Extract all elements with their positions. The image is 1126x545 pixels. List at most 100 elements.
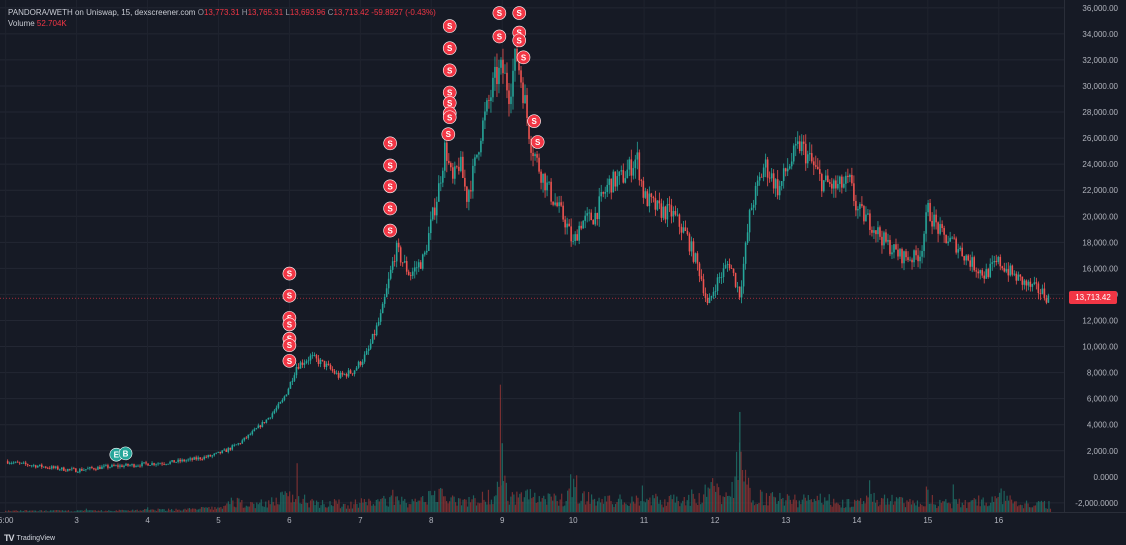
- candle-body: [498, 67, 500, 85]
- volume-bar: [387, 506, 389, 512]
- sell-marker[interactable]: S: [442, 110, 457, 125]
- volume-bar: [635, 495, 638, 512]
- volume-bar: [350, 501, 352, 512]
- candle-body: [421, 254, 424, 269]
- chart-legend: PANDORA/WETH on Uniswap, 15, dexscreener…: [8, 7, 436, 29]
- candle-body: [522, 82, 524, 104]
- sell-marker[interactable]: S: [383, 136, 397, 151]
- candle-body: [435, 201, 438, 216]
- volume-bar: [229, 504, 231, 512]
- x-tick-label: 4: [145, 516, 150, 525]
- volume-bar: [828, 494, 830, 512]
- candle-body: [516, 48, 518, 61]
- sell-marker[interactable]: S: [282, 288, 297, 303]
- candle-body: [871, 229, 873, 233]
- candle-body: [576, 234, 578, 241]
- volume-bar: [217, 507, 219, 512]
- volume-bar: [12, 510, 14, 512]
- candle-body: [137, 465, 139, 467]
- sell-marker[interactable]: S: [492, 6, 507, 20]
- candle-body: [798, 141, 801, 152]
- candle-body: [26, 464, 29, 466]
- sell-marker[interactable]: S: [527, 114, 541, 128]
- volume-bar: [543, 495, 545, 512]
- sell-marker[interactable]: S: [282, 317, 297, 332]
- candles: [6, 38, 1050, 474]
- sell-marker[interactable]: S: [383, 158, 397, 173]
- sell-marker[interactable]: S: [512, 6, 527, 20]
- candle-body: [770, 173, 773, 179]
- sell-marker[interactable]: S: [282, 266, 297, 281]
- volume-bar: [780, 498, 783, 512]
- trade-markers[interactable]: EBSSSSSSSSSSSSSSSSSSSSSSSSSSSS: [109, 6, 545, 462]
- volume-bar: [994, 496, 996, 512]
- volume-bar: [919, 503, 922, 512]
- sell-marker[interactable]: S: [383, 179, 397, 194]
- candle-body: [30, 465, 33, 467]
- volume-bar: [162, 509, 164, 512]
- volume-bar: [864, 503, 866, 512]
- sell-marker[interactable]: S: [282, 354, 297, 368]
- candle-body: [395, 242, 398, 262]
- volume-bar: [809, 499, 811, 512]
- symbol-title[interactable]: PANDORA/WETH on Uniswap, 15, dexscreener…: [8, 8, 196, 17]
- volume-bar: [178, 509, 180, 512]
- sell-marker[interactable]: S: [516, 50, 531, 65]
- sell-marker[interactable]: S: [442, 41, 457, 56]
- volume-bar: [538, 496, 540, 512]
- sell-marker[interactable]: S: [383, 223, 397, 238]
- volume-bar: [585, 504, 587, 512]
- volume-bar: [813, 498, 815, 512]
- volume-bar: [275, 497, 277, 512]
- volume-bar: [224, 505, 226, 512]
- volume-bar: [290, 502, 292, 512]
- volume-bar: [378, 501, 380, 512]
- marker-circle: [516, 50, 531, 65]
- volume-bar: [961, 502, 963, 512]
- candle-body: [638, 152, 641, 181]
- volume-bar: [1012, 503, 1014, 512]
- candle-body: [339, 372, 342, 378]
- volume-bar: [715, 491, 717, 512]
- volume-bar: [214, 506, 216, 512]
- sell-marker[interactable]: S: [512, 33, 527, 48]
- candle-body: [843, 183, 845, 188]
- volume-bar: [468, 496, 470, 512]
- candle-body: [233, 444, 236, 446]
- volume-bar: [659, 499, 661, 512]
- candle-body: [109, 466, 111, 468]
- sell-marker[interactable]: S: [282, 338, 297, 353]
- candle-body: [157, 463, 159, 465]
- sell-marker[interactable]: S: [442, 63, 457, 78]
- volume-bar: [786, 494, 788, 512]
- x-tick-label: 5: [216, 516, 221, 525]
- volume-bar: [963, 504, 965, 512]
- marker-circle: [282, 338, 297, 353]
- sell-marker[interactable]: S: [492, 29, 507, 44]
- volume-bar: [719, 495, 721, 512]
- volume-bar: [347, 505, 349, 512]
- volume-bar: [312, 500, 315, 512]
- sell-marker[interactable]: S: [442, 19, 457, 33]
- volume-bar: [982, 497, 984, 512]
- volume-bar: [840, 507, 842, 512]
- volume-bar: [305, 502, 307, 512]
- sell-marker[interactable]: S: [441, 127, 456, 141]
- candle-body: [730, 268, 733, 269]
- volume-bar: [112, 511, 114, 512]
- candle-body: [758, 176, 761, 181]
- buy-marker[interactable]: B: [118, 446, 133, 461]
- sell-marker[interactable]: S: [383, 201, 397, 216]
- volume-bar: [39, 510, 41, 512]
- sell-marker[interactable]: S: [530, 135, 545, 149]
- candle-body: [790, 161, 793, 167]
- volume-bar: [967, 502, 969, 512]
- volume-bar: [907, 501, 910, 512]
- volume-bar: [683, 497, 685, 512]
- tradingview-footer[interactable]: TV TradingView: [4, 533, 55, 543]
- candle-body: [899, 249, 901, 257]
- volume-bar: [408, 504, 410, 512]
- volume-bar: [936, 508, 938, 512]
- candle-body: [881, 236, 883, 246]
